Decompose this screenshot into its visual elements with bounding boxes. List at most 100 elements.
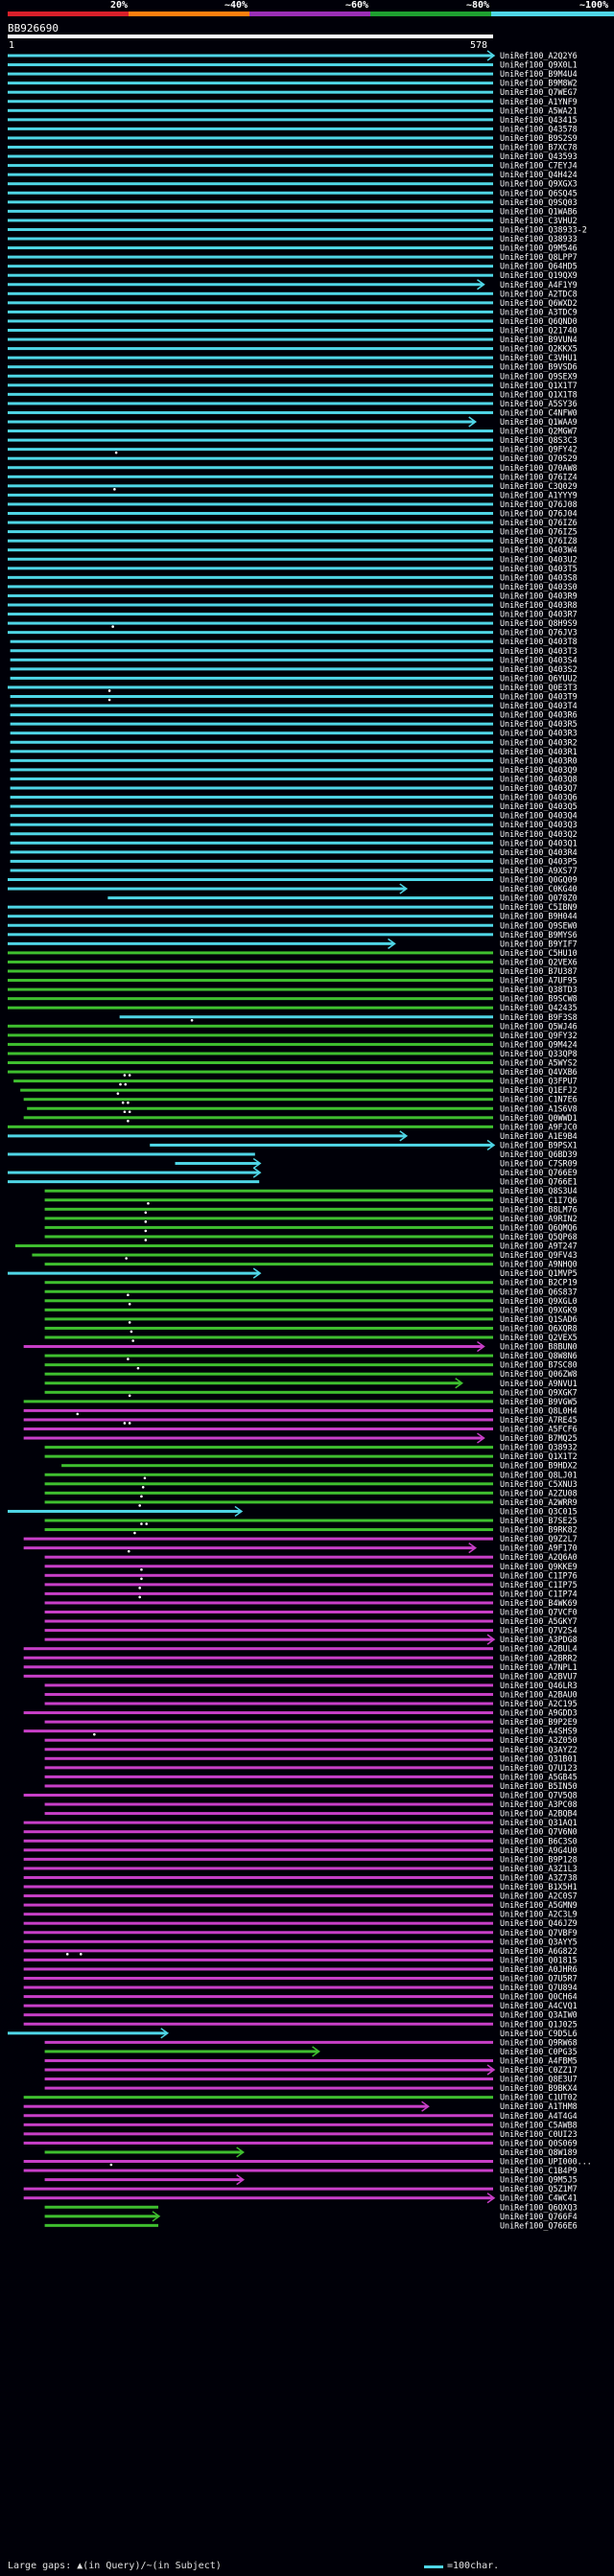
hit-row[interactable]: UniRef100_Q8H9S9 [8,618,578,628]
hit-bar[interactable] [23,2096,493,2100]
hit-label[interactable]: UniRef100_Q403S4 [500,655,578,664]
hit-row[interactable]: UniRef100_A7RE45 [23,1415,578,1425]
hit-label[interactable]: UniRef100_A7RE45 [500,1415,578,1425]
hit-row[interactable]: UniRef100_Q43415 [8,115,578,125]
hit-bar[interactable] [13,1079,494,1083]
hit-bar[interactable] [10,850,493,854]
hit-row[interactable]: UniRef100_Q8W8N6 [44,1351,578,1360]
hit-label[interactable]: UniRef100_Q5Z1M7 [500,2184,578,2193]
hit-label[interactable]: UniRef100_A2ZU08 [500,1488,578,1497]
hit-label[interactable]: UniRef100_B7MQ25 [500,1433,578,1443]
hit-label[interactable]: UniRef100_Q403R0 [500,755,578,765]
hit-row[interactable]: UniRef100_Q6QXQ3 [44,2202,578,2212]
hit-bar[interactable] [8,603,493,607]
hit-row[interactable]: UniRef100_Q38933-2 [8,224,587,234]
hit-label[interactable]: UniRef100_Q8E3U7 [500,2075,578,2084]
hit-row[interactable]: UniRef100_Q3FPU7 [13,1077,578,1086]
hit-bar[interactable] [44,1637,494,1641]
hit-bar[interactable] [44,1601,494,1605]
hit-row[interactable]: UniRef100_Q403S2 [10,664,578,674]
hit-bar[interactable] [8,530,493,534]
hit-row[interactable]: UniRef100_Q9M424 [8,1039,578,1049]
hit-label[interactable]: UniRef100_Q1WAA9 [500,417,578,427]
hit-label[interactable]: UniRef100_C1IP76 [500,1570,578,1580]
hit-label[interactable]: UniRef100_Q8LPP7 [500,252,578,262]
hit-row[interactable]: UniRef100_A9NHQ0 [44,1260,578,1269]
hit-label[interactable]: UniRef100_Q06ZW8 [500,1369,578,1379]
hit-row[interactable]: UniRef100_Q403T5 [8,564,578,573]
hit-row[interactable]: UniRef100_Q6WXD2 [8,298,578,308]
hit-row[interactable]: UniRef100_C4NFW0 [8,407,578,417]
hit-row[interactable]: UniRef100_C4WC41 [23,2193,578,2204]
hit-label[interactable]: UniRef100_Q403R7 [500,610,578,619]
hit-bar[interactable] [23,2187,493,2191]
hit-bar[interactable] [8,1134,406,1138]
hit-bar[interactable] [44,1583,494,1587]
hit-label[interactable]: UniRef100_Q403R6 [500,710,578,720]
hit-label[interactable]: UniRef100_Q7VBF9 [500,1928,578,1938]
hit-bar[interactable] [44,2150,243,2154]
hit-row[interactable]: UniRef100_B9SCW8 [8,994,578,1004]
hit-row[interactable]: UniRef100_Q2MGW7 [8,427,578,436]
hit-label[interactable]: UniRef100_A3Z738 [500,1872,578,1882]
hit-label[interactable]: UniRef100_A2C0S7 [500,1891,578,1901]
hit-row[interactable]: UniRef100_B6C3S0 [23,1836,578,1845]
hit-label[interactable]: UniRef100_Q403R4 [500,847,578,857]
hit-row[interactable]: UniRef100_Q7U123 [44,1763,578,1773]
hit-label[interactable]: UniRef100_B9VUN4 [500,335,578,344]
hit-bar[interactable] [44,1207,494,1211]
hit-row[interactable]: UniRef100_Q403T9 [10,692,578,702]
hit-label[interactable]: UniRef100_B2CP19 [500,1278,578,1288]
hit-label[interactable]: UniRef100_Q9RW68 [500,2037,578,2047]
hit-row[interactable]: UniRef100_A3Z1L3 [23,1864,578,1873]
hit-bar[interactable] [44,1299,494,1303]
hit-label[interactable]: UniRef100_A9GDD3 [500,1708,578,1718]
hit-row[interactable]: UniRef100_Q403P5 [10,856,578,866]
hit-label[interactable]: UniRef100_B9S2S9 [500,133,578,143]
hit-label[interactable]: UniRef100_B7XC78 [500,143,578,152]
hit-row[interactable]: UniRef100_Q6XQR8 [44,1323,578,1333]
hit-label[interactable]: UniRef100_Q76IZ4 [500,472,578,481]
hit-bar[interactable] [8,621,493,625]
hit-label[interactable]: UniRef100_Q9M424 [500,1039,578,1049]
hit-row[interactable]: UniRef100_Q9SEW0 [8,920,578,930]
hit-bar[interactable] [44,1308,494,1311]
hit-label[interactable]: UniRef100_Q2MGW7 [500,427,578,436]
hit-bar[interactable] [23,1885,493,1889]
hit-bar[interactable] [23,1839,493,1843]
hit-row[interactable]: UniRef100_C5AWB8 [23,2120,578,2129]
hit-bar[interactable] [23,1903,493,1907]
hit-label[interactable]: UniRef100_Q6SQ45 [500,188,578,197]
hit-row[interactable]: UniRef100_A9G4U0 [23,1845,578,1855]
hit-label[interactable]: UniRef100_Q5QP68 [500,1232,578,1242]
hit-label[interactable]: UniRef100_B9YIF7 [500,939,578,948]
hit-bar[interactable] [44,1381,461,1385]
hit-row[interactable]: UniRef100_A4T4G4 [23,2111,578,2121]
hit-bar[interactable] [8,90,493,94]
hit-bar[interactable] [23,1958,493,1961]
hit-label[interactable]: UniRef100_Q9SQ03 [500,197,578,207]
hit-bar[interactable] [23,1921,493,1925]
hit-row[interactable]: UniRef100_C1IP76 [44,1570,578,1580]
hit-label[interactable]: UniRef100_Q46LR3 [500,1681,578,1690]
hit-bar[interactable] [23,2196,493,2200]
hit-row[interactable]: UniRef100_Q0GQ09 [8,875,578,885]
hit-row[interactable]: UniRef100_Q9M546 [8,244,578,253]
hit-bar[interactable] [8,118,493,122]
hit-row[interactable]: UniRef100_Q403T8 [10,637,578,646]
hit-row[interactable]: UniRef100_B9VGW5 [23,1397,578,1406]
hit-bar[interactable] [8,575,493,579]
hit-row[interactable]: UniRef100_Q403Q6 [10,793,578,802]
hit-row[interactable]: UniRef100_A3Z738 [23,1872,578,1882]
hit-row[interactable]: UniRef100_A5FCF6 [23,1425,578,1434]
hit-bar[interactable] [44,1720,494,1724]
hit-bar[interactable] [8,310,493,313]
hit-label[interactable]: UniRef100_C3VHU1 [500,353,578,362]
hit-label[interactable]: UniRef100_Q403Q7 [500,783,578,793]
hit-row[interactable]: UniRef100_Q0S069 [23,2138,578,2147]
hit-label[interactable]: UniRef100_C5IBN9 [500,902,578,912]
hit-row[interactable]: UniRef100_Q31AQ1 [23,1818,578,1827]
hit-label[interactable]: UniRef100_A2Q6A0 [500,1552,578,1562]
hit-label[interactable]: UniRef100_A9XS77 [500,866,578,875]
hit-bar[interactable] [8,933,493,937]
